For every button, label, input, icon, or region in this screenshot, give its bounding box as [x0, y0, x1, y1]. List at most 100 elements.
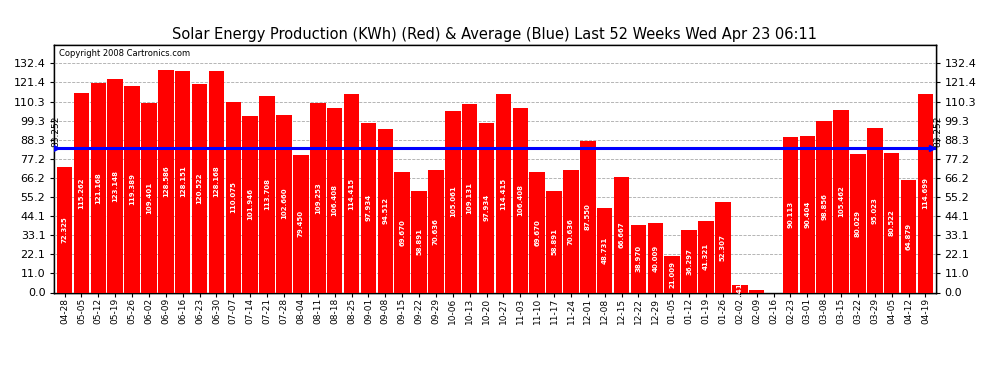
- Text: 105.462: 105.462: [838, 185, 844, 217]
- Text: 36.297: 36.297: [686, 248, 692, 274]
- Text: 58.891: 58.891: [416, 228, 422, 255]
- Bar: [901, 180, 917, 292]
- Text: 123.148: 123.148: [112, 170, 118, 202]
- Bar: [462, 104, 477, 292]
- Text: 70.636: 70.636: [433, 218, 439, 245]
- Text: 80.029: 80.029: [855, 210, 861, 237]
- Bar: [546, 190, 562, 292]
- Text: 4.413: 4.413: [737, 278, 742, 300]
- Text: 94.512: 94.512: [382, 197, 388, 224]
- Text: 52.307: 52.307: [720, 234, 726, 261]
- Bar: [259, 96, 275, 292]
- Bar: [377, 129, 393, 292]
- Bar: [192, 84, 207, 292]
- Bar: [732, 285, 747, 292]
- Bar: [867, 128, 882, 292]
- Text: 105.061: 105.061: [449, 186, 455, 218]
- Bar: [73, 93, 89, 292]
- Text: 121.168: 121.168: [95, 172, 101, 204]
- Text: 114.415: 114.415: [348, 177, 354, 210]
- Text: 64.879: 64.879: [906, 223, 912, 250]
- Bar: [428, 170, 444, 292]
- Bar: [226, 102, 242, 292]
- Bar: [90, 83, 106, 292]
- Text: 83.252: 83.252: [934, 115, 942, 147]
- Bar: [108, 80, 123, 292]
- Title: Solar Energy Production (KWh) (Red) & Average (Blue) Last 52 Weeks Wed Apr 23 06: Solar Energy Production (KWh) (Red) & Av…: [172, 27, 818, 42]
- Text: 66.667: 66.667: [619, 222, 625, 248]
- Bar: [142, 103, 156, 292]
- Bar: [293, 155, 309, 292]
- Text: 106.408: 106.408: [332, 184, 338, 216]
- Text: 69.670: 69.670: [535, 219, 541, 246]
- Bar: [513, 108, 528, 292]
- Text: 95.023: 95.023: [872, 197, 878, 224]
- Bar: [276, 115, 292, 292]
- Text: 120.522: 120.522: [197, 172, 203, 204]
- Text: 128.168: 128.168: [214, 166, 220, 198]
- Text: 98.856: 98.856: [821, 194, 828, 220]
- Text: 119.389: 119.389: [129, 173, 135, 205]
- Bar: [647, 223, 663, 292]
- Bar: [158, 70, 173, 292]
- Bar: [530, 172, 544, 292]
- Text: 69.670: 69.670: [399, 219, 405, 246]
- Text: 80.522: 80.522: [889, 210, 895, 236]
- Text: 109.401: 109.401: [146, 182, 152, 214]
- Bar: [748, 290, 764, 292]
- Bar: [209, 70, 225, 292]
- Bar: [56, 167, 72, 292]
- Bar: [631, 225, 646, 292]
- Text: 114.699: 114.699: [923, 177, 929, 209]
- Text: 38.970: 38.970: [636, 245, 642, 272]
- Bar: [614, 177, 630, 292]
- Bar: [817, 122, 832, 292]
- Text: 21.009: 21.009: [669, 261, 675, 288]
- Bar: [580, 141, 596, 292]
- Bar: [783, 136, 798, 292]
- Text: 109.253: 109.253: [315, 182, 321, 214]
- Bar: [125, 86, 140, 292]
- Text: 83.252: 83.252: [51, 115, 60, 147]
- Text: 72.325: 72.325: [61, 216, 67, 243]
- Text: 128.151: 128.151: [180, 166, 186, 198]
- Text: 114.415: 114.415: [500, 177, 507, 210]
- Text: 87.550: 87.550: [585, 203, 591, 230]
- Text: 97.934: 97.934: [365, 194, 371, 221]
- Bar: [800, 136, 815, 292]
- Bar: [446, 111, 460, 292]
- Bar: [664, 256, 680, 292]
- Text: 40.009: 40.009: [652, 244, 658, 272]
- Bar: [850, 154, 865, 292]
- Bar: [243, 116, 258, 292]
- Bar: [327, 108, 343, 292]
- Bar: [496, 94, 511, 292]
- Bar: [360, 123, 376, 292]
- Text: 79.450: 79.450: [298, 210, 304, 237]
- Bar: [918, 94, 934, 292]
- Text: 115.262: 115.262: [78, 177, 84, 209]
- Text: 90.404: 90.404: [804, 201, 810, 228]
- Text: 90.113: 90.113: [787, 201, 793, 228]
- Text: 48.731: 48.731: [602, 237, 608, 264]
- Bar: [681, 230, 697, 292]
- Bar: [479, 123, 494, 292]
- Text: 113.708: 113.708: [264, 178, 270, 210]
- Bar: [411, 190, 427, 292]
- Bar: [884, 153, 900, 292]
- Text: 128.586: 128.586: [162, 165, 169, 197]
- Bar: [597, 208, 613, 292]
- Bar: [834, 110, 848, 292]
- Text: 41.321: 41.321: [703, 243, 709, 270]
- Text: 101.946: 101.946: [248, 188, 253, 220]
- Bar: [563, 170, 579, 292]
- Text: 70.636: 70.636: [568, 218, 574, 245]
- Text: 109.131: 109.131: [466, 182, 472, 214]
- Text: 58.891: 58.891: [551, 228, 557, 255]
- Bar: [310, 104, 326, 292]
- Text: 102.660: 102.660: [281, 188, 287, 219]
- Text: Copyright 2008 Cartronics.com: Copyright 2008 Cartronics.com: [58, 49, 190, 58]
- Bar: [698, 221, 714, 292]
- Text: 110.075: 110.075: [231, 181, 237, 213]
- Bar: [394, 172, 410, 292]
